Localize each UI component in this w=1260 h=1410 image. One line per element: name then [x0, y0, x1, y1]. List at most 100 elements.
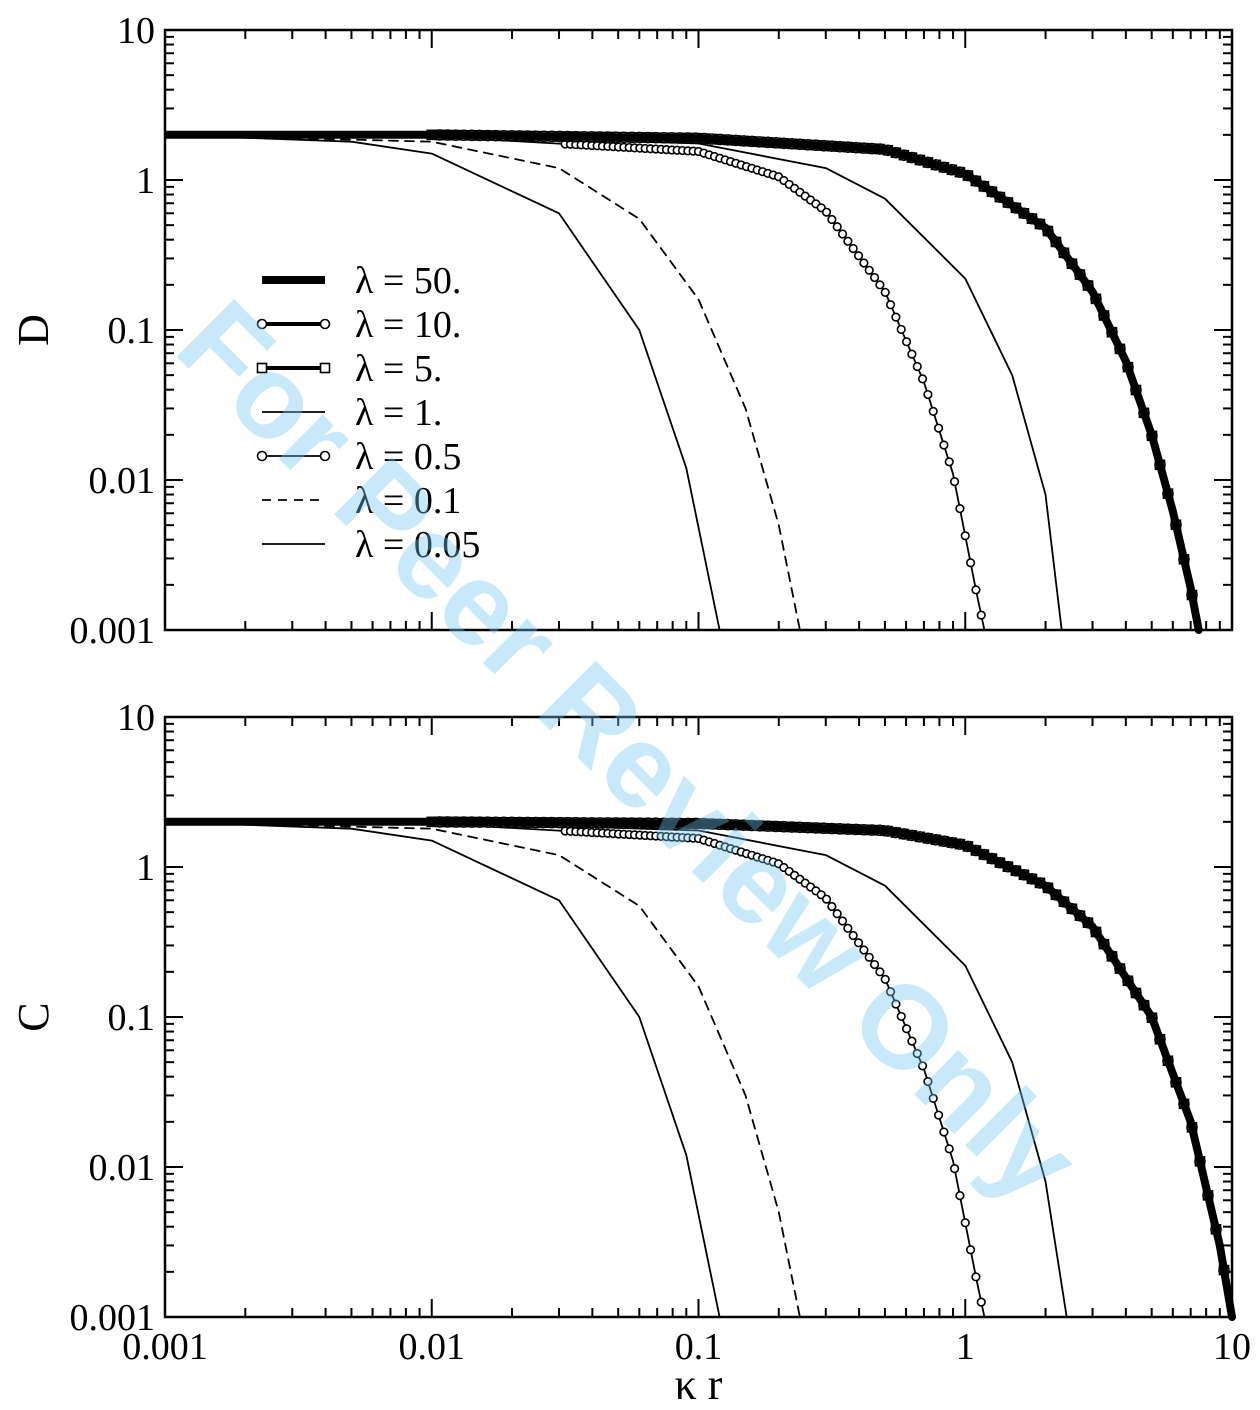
watermark-text: For Peer Review Only — [153, 276, 1104, 1227]
series-marker-circle — [843, 923, 853, 933]
series-marker-circle — [912, 1048, 922, 1059]
ticks — [164, 29, 1233, 631]
series-marker-circle — [837, 229, 848, 239]
series-marker-circle — [917, 1061, 928, 1071]
y-tick-label: 10 — [117, 10, 155, 52]
series-marker-circle — [821, 894, 832, 904]
legend-label: λ = 0.5 — [355, 436, 461, 478]
series-marker-circle — [837, 916, 848, 926]
y-tick-label: 0.01 — [89, 1147, 156, 1189]
x-tick-label: 10 — [1213, 1326, 1251, 1368]
legend-marker-circle — [319, 450, 331, 462]
series-marker-circle — [976, 610, 986, 620]
series-marker-circle — [965, 558, 976, 568]
series-line — [165, 817, 1236, 1321]
y-tick-label: 0.1 — [108, 310, 156, 352]
series-marker-circle — [944, 1144, 954, 1154]
x-axis-title: κ r — [675, 1360, 723, 1409]
series-marker-circle — [901, 337, 912, 347]
series-marker-circle — [864, 265, 874, 275]
series-marker-circle — [864, 952, 874, 962]
series-marker-circle — [875, 967, 885, 977]
y-tick-label: 10 — [117, 697, 155, 739]
ticks — [164, 716, 1233, 1318]
series-marker-circle — [939, 1127, 949, 1137]
legend: λ = 50.λ = 10.λ = 5.λ = 1.λ = 0.5λ = 0.1… — [256, 260, 480, 566]
series-line — [165, 133, 721, 631]
y-axis-title: C — [9, 1002, 58, 1031]
series-marker-circle — [928, 406, 938, 416]
legend-marker-square — [319, 362, 331, 374]
x-tick-label: 0.1 — [675, 1326, 723, 1368]
series-line — [165, 130, 1203, 634]
series-marker-circle — [885, 300, 896, 310]
series-marker-circle — [971, 585, 981, 595]
x-tick-label: 1 — [956, 1326, 975, 1368]
series-marker-circle — [832, 909, 842, 919]
series-marker-circle — [933, 1110, 944, 1120]
series-marker-circle — [965, 1245, 976, 1255]
series-marker-circle — [960, 1218, 970, 1228]
series-marker-circle — [885, 987, 896, 997]
series-marker-circle — [843, 236, 853, 246]
legend-marker-square — [256, 362, 268, 374]
y-tick-label: 0.001 — [70, 610, 156, 652]
series-marker-circle — [955, 1191, 965, 1201]
series-marker-circle — [933, 423, 944, 433]
series-marker-circle — [848, 930, 858, 941]
series-marker-circle — [907, 1036, 917, 1046]
x-tick-label: 0.01 — [399, 1326, 466, 1368]
series-marker-circle — [923, 1076, 933, 1087]
series-marker-circle — [869, 959, 880, 970]
x-tick-label: 0.001 — [122, 1326, 208, 1368]
series-marker-circle — [848, 243, 858, 254]
series-marker-circle — [869, 272, 880, 283]
series-marker-circle — [901, 1024, 912, 1034]
y-tick-label: 0.1 — [108, 997, 156, 1039]
series-marker-circle — [907, 349, 917, 359]
y-tick-label: 1 — [136, 160, 155, 202]
series-marker-circle — [923, 389, 933, 400]
series-marker-circle — [859, 945, 869, 955]
series-marker-circle — [853, 938, 864, 948]
series-marker-circle — [832, 222, 842, 232]
series-marker-circle — [928, 1093, 938, 1103]
series-marker-circle — [821, 207, 832, 217]
series-marker-circle — [949, 1163, 960, 1174]
legend-label: λ = 10. — [355, 304, 461, 346]
series-marker-circle — [827, 214, 837, 225]
y-tick-label: 0.001 — [70, 1297, 156, 1339]
series-line — [165, 820, 801, 1318]
legend-marker-circle — [319, 318, 331, 330]
series-marker-circle — [896, 1011, 906, 1022]
legend-label: λ = 0.05 — [355, 524, 480, 566]
series-marker-circle — [891, 312, 901, 322]
y-axis-title: D — [9, 314, 58, 346]
series-marker-circle — [875, 280, 885, 290]
series-marker-circle — [971, 1272, 981, 1282]
series-marker-circle — [949, 476, 960, 487]
series-group — [165, 816, 1236, 1321]
series-marker-circle — [880, 287, 890, 297]
legend-label: λ = 5. — [355, 348, 442, 390]
y-tick-label: 0.01 — [89, 460, 156, 502]
legend-label: λ = 0.1 — [355, 480, 461, 522]
legend-marker-circle — [256, 318, 268, 330]
series-group — [165, 129, 1203, 634]
series-line — [165, 820, 721, 1318]
series-line — [165, 133, 801, 631]
series-marker-circle — [859, 258, 869, 268]
series-marker-circle — [960, 531, 970, 541]
series-marker-circle — [939, 440, 949, 450]
series-marker-circle — [880, 974, 890, 984]
series-marker-circle — [827, 901, 837, 912]
legend-label: λ = 1. — [355, 392, 442, 434]
series-marker-circle — [912, 361, 922, 372]
legend-label: λ = 50. — [355, 260, 461, 302]
series-marker-circle — [976, 1297, 986, 1307]
series-marker-circle — [891, 999, 901, 1009]
series-marker-circle — [853, 251, 864, 261]
